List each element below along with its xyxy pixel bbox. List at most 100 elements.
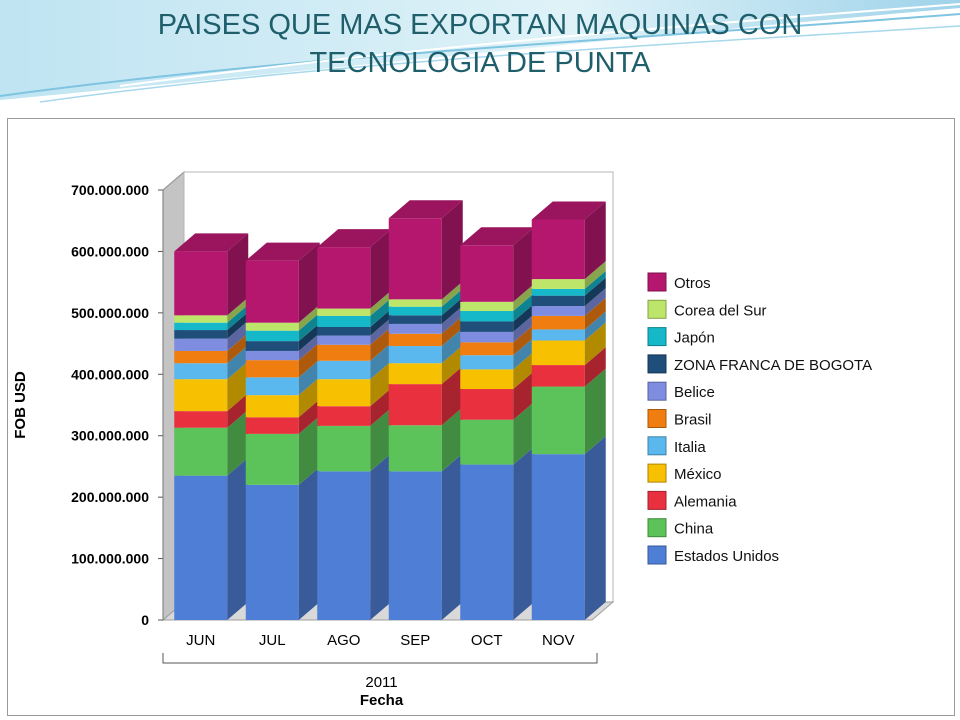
bar-segment-top [174, 233, 249, 252]
bar-segment [460, 303, 535, 332]
bar-segment [317, 297, 392, 327]
bar-oct [460, 227, 535, 620]
bar-segment-side [227, 393, 249, 428]
bar-segment-side [370, 407, 392, 472]
bar-segment [531, 322, 606, 366]
bar-segment [388, 328, 463, 364]
bar-segment-side [298, 415, 320, 485]
bar-segment [174, 332, 249, 364]
bar-segment-front [174, 363, 228, 380]
bar-segment-front [245, 417, 299, 434]
bar-segment-front [388, 299, 442, 307]
bar-segment-top [531, 201, 606, 220]
bar-segment [317, 308, 392, 336]
bar-segment-front [174, 315, 228, 323]
bar-segment [174, 345, 249, 380]
bar-segment-side [370, 453, 392, 620]
legend-swatch [647, 490, 667, 510]
bar-segment [174, 297, 249, 323]
bar-segment [388, 288, 463, 316]
legend-label: México [674, 466, 722, 483]
bar-segment-front [317, 379, 371, 407]
legend-item: Estados Unidos [647, 545, 779, 565]
bar-segment [317, 290, 392, 316]
bar-segment [460, 446, 535, 620]
bar-segment [388, 305, 463, 334]
bar-segment [388, 297, 463, 324]
bar-segment [245, 332, 320, 361]
bar-segment-front [245, 350, 299, 361]
bar-segment [531, 201, 606, 280]
bar-segment-front [460, 369, 514, 390]
legend-label: Japón [674, 330, 715, 347]
bar-segment [245, 415, 320, 485]
bar-sep [388, 200, 463, 620]
x-axis-title: Fecha [360, 692, 404, 709]
x-tick-label: NOV [542, 632, 575, 649]
title-line-1: PAISES QUE MAS EXPORTAN MAQUINAS CON [157, 9, 803, 41]
y-tick-label: 400.000.000 [71, 366, 149, 382]
x-tick-label: AGO [327, 632, 360, 649]
bar-segment-front [460, 245, 514, 302]
bar-segment-front [531, 329, 585, 341]
bar-segment-side [441, 305, 463, 334]
bar-segment-side [584, 311, 606, 341]
bar-segment [531, 368, 606, 455]
bar-segment-side [441, 345, 463, 385]
bar-segment-front [317, 360, 371, 380]
bar-segment [245, 342, 320, 378]
bar-segment-front [174, 427, 228, 476]
bar-segment-front [174, 251, 228, 316]
title-line-2: TECNOLOGIA DE PUNTA [309, 47, 651, 79]
legend-item: Belice [647, 381, 715, 401]
bar-segment-side [584, 270, 606, 296]
bar-segment-front [317, 344, 371, 361]
bar-segment [245, 312, 320, 342]
bar-segment-front [388, 425, 442, 472]
legend-item: Otros [647, 272, 711, 292]
bar-segment [460, 337, 535, 370]
legend-label: China [674, 521, 714, 538]
bar-segment [174, 409, 249, 476]
bar-segment [460, 227, 535, 302]
slide-title: PAISES QUE MAS EXPORTAN MAQUINAS CON TEC… [0, 6, 960, 82]
bar-segment-front [531, 386, 585, 455]
bar-segment-side [298, 323, 320, 351]
bar-segment-side [584, 261, 606, 289]
legend-swatch [647, 436, 667, 456]
bar-segment [531, 261, 606, 289]
bar-segment-side [584, 201, 606, 280]
category-group-label: 2011 [365, 674, 397, 691]
bar-segment-side [441, 281, 463, 307]
bar-segment-side [513, 337, 535, 370]
bar-segment [174, 320, 249, 351]
category-group-bracket [162, 653, 598, 664]
title-decoration [0, 0, 960, 103]
bar-segment-side [298, 399, 320, 434]
legend-item: Alemania [647, 490, 737, 510]
bar-segment [317, 361, 392, 407]
bar-segment-front [245, 322, 299, 331]
bar-segment-side [227, 304, 249, 331]
bar-segment-side [370, 290, 392, 316]
bar-segment-side [584, 322, 606, 366]
bar-segment-side [441, 288, 463, 316]
bar-segment [460, 371, 535, 420]
bar-segment-side [227, 320, 249, 351]
legend-swatch [647, 299, 667, 319]
bar-segment-side [441, 453, 463, 620]
bar-segment [317, 407, 392, 472]
bar-segment-front [460, 419, 514, 465]
bar-segment [388, 453, 463, 620]
bar-segment-side [227, 332, 249, 364]
x-tick-label: JUN [186, 632, 215, 649]
bar-segment-side [584, 297, 606, 330]
x-tick-label: SEP [400, 632, 430, 649]
legend-label: Otros [674, 275, 711, 292]
bar-segment [174, 361, 249, 412]
legend-swatch [647, 327, 667, 347]
bar-segment-side [441, 366, 463, 426]
bar-segment-side [584, 288, 606, 316]
bar-segment [174, 304, 249, 331]
bar-segment-top [317, 229, 392, 248]
